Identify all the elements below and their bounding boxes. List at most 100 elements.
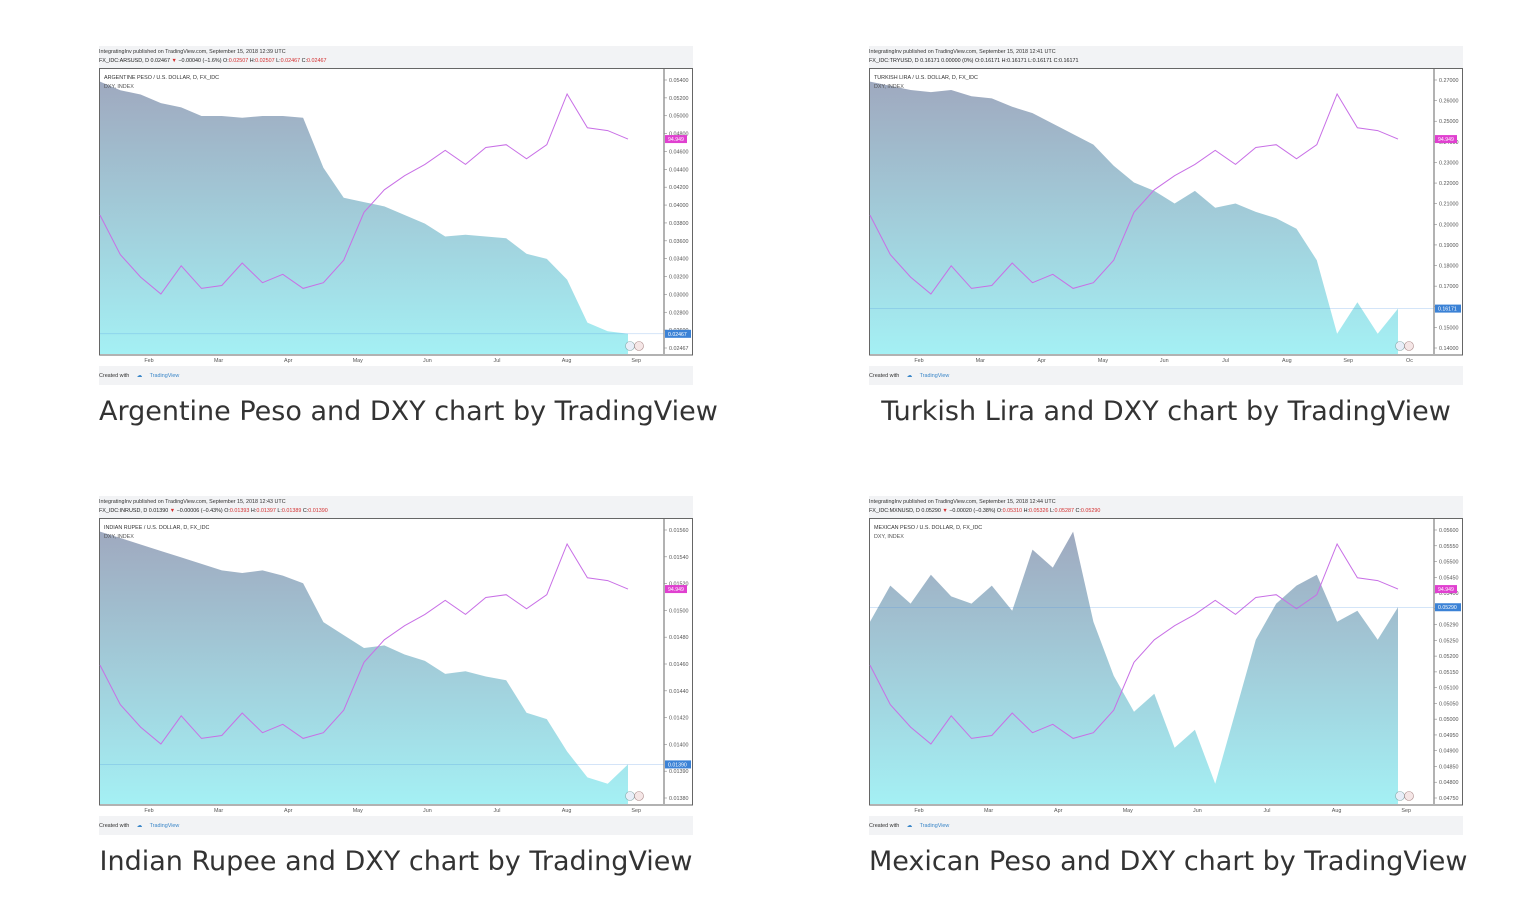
x-tick-label: Sep	[631, 808, 641, 814]
dxy-price-badge	[1435, 135, 1457, 144]
last-price-badge	[665, 329, 691, 338]
x-tick-label: Apr	[1037, 358, 1046, 364]
us-flag-event-icon	[1395, 791, 1405, 801]
last-price-badge	[1435, 603, 1461, 612]
ohlc-l-value: 0.16171	[1032, 58, 1053, 64]
created-with-label: Created with	[869, 823, 900, 829]
y-tick-label: 0.04950	[1439, 733, 1459, 739]
y-tick-label: 0.04900	[1439, 749, 1459, 755]
ohlc-o-value: 0.01393	[229, 508, 250, 514]
x-tick-label: Jun	[423, 358, 432, 364]
us-flag-event-icon	[1404, 341, 1414, 351]
x-tick-label: Mar	[214, 808, 223, 814]
ohlc-h-value: 0.16171	[1007, 58, 1027, 64]
tradingview-cloud-icon: ☁	[906, 373, 913, 379]
ohlc-l-label: L:	[1028, 58, 1033, 64]
us-flag-event-icon	[634, 341, 644, 351]
y-tick-label: 0.02800	[669, 310, 689, 316]
chart-area[interactable]: 0.056000.055500.055000.054500.054000.053…	[869, 518, 1463, 816]
y-tick-label: 0.01440	[669, 689, 689, 695]
y-tick-label: 0.22000	[1439, 181, 1459, 187]
y-tick-label: 0.01460	[669, 662, 689, 668]
y-tick-label: 0.04800	[669, 132, 689, 138]
chart-card: IntegratingInv published on TradingView.…	[99, 46, 693, 385]
x-tick-label: May	[353, 358, 363, 364]
created-with-label: Created with	[869, 373, 900, 379]
tradingview-link[interactable]: TradingView	[149, 823, 180, 829]
x-tick-label: Apr	[1054, 808, 1063, 814]
y-tick-label: 0.05050	[1439, 701, 1459, 707]
y-tick-label: 0.01520	[669, 582, 689, 588]
chart-svg[interactable]: 0.270000.260000.250000.240000.230000.220…	[869, 68, 1463, 366]
tradingview-link[interactable]: TradingView	[149, 373, 180, 379]
ohlc-h-label: H:	[249, 58, 256, 64]
y-tick-label: 0.04000	[669, 203, 689, 209]
tradingview-link[interactable]: TradingView	[919, 823, 950, 829]
chart-area[interactable]: 0.270000.260000.250000.240000.230000.220…	[869, 68, 1463, 366]
ohlc-h-label: H:	[250, 508, 257, 514]
created-with-label: Created with	[99, 373, 130, 379]
y-tick-label: 0.04800	[1439, 780, 1459, 786]
y-tick-label: 0.25000	[1439, 119, 1459, 125]
ohlc-h-value: 0.05326	[1029, 508, 1049, 514]
y-tick-label: 0.05450	[1439, 575, 1459, 581]
last-price-badge	[665, 760, 691, 769]
y-tick-label: 0.01380	[669, 796, 689, 802]
ohlc-o-value: 0.02507	[228, 58, 249, 64]
created-with: Created with ☁ TradingView	[869, 823, 949, 829]
y-tick-label: 0.04600	[669, 149, 689, 155]
y-tick-label: 0.05250	[1439, 638, 1459, 644]
y-tick-label: 0.17000	[1439, 284, 1459, 290]
symbol-text: FX_IDC:ARSUSD, D 0.02467	[99, 58, 171, 64]
y-tick-label: 0.03000	[669, 292, 689, 298]
y-tick-label: 0.05200	[1439, 654, 1459, 660]
y-tick-label: 0.15000	[1439, 325, 1459, 331]
ohlc-o-value: 0.16171	[980, 58, 1001, 64]
x-tick-label: Aug	[562, 358, 572, 364]
y-tick-label: 0.18000	[1439, 264, 1459, 270]
dxy-price-label: 94.949	[668, 137, 684, 143]
tradingview-cloud-icon: ☁	[136, 823, 143, 829]
series-line-dxy	[99, 542, 629, 745]
chart-area[interactable]: 0.01560 0.01540 0.01520 0.01500 0.01480 0.014…	[99, 518, 693, 816]
last-price-badge	[1435, 304, 1461, 313]
chart-card: IntegratingInv published on TradingView.…	[99, 496, 693, 835]
symbol-line: FX_IDC:ARSUSD, D 0.02467 ▼ −0.00040 (−1.…	[99, 58, 327, 64]
last-price-label: 0.16171	[1438, 307, 1457, 313]
created-with: Created with ☁ TradingView	[99, 373, 179, 379]
us-flag-event-icon	[634, 791, 644, 801]
created-with: Created with ☁ TradingView	[869, 373, 949, 379]
y-tick-label: 0.27000	[1439, 78, 1459, 84]
chart-area[interactable]: 0.05400 0.05200 0.05000 0.04800 0.04600 0.044…	[99, 68, 693, 366]
x-tick-label: Jul	[1264, 808, 1271, 814]
ohlc-h-value: 0.02507	[255, 58, 275, 64]
symbol-text: FX_IDC:TRYUSD, D 0.16171 0.00000 (0%)	[869, 58, 974, 64]
ohlc-o-label: O:	[996, 508, 1003, 514]
tradingview-cloud-icon: ☁	[906, 823, 913, 829]
series-line-dxy	[99, 92, 629, 295]
tradingview-cloud-icon: ☁	[136, 373, 143, 379]
tradingview-link[interactable]: TradingView	[919, 373, 950, 379]
ohlc-c-label: C:	[301, 58, 308, 64]
chart-svg[interactable]: 0.01560 0.01540 0.01520 0.01500 0.01480 0.014…	[99, 518, 693, 816]
created-with-label: Created with	[99, 823, 130, 829]
y-tick-label: 0.05550	[1439, 544, 1459, 550]
chart-card: IntegratingInv published on TradingView.…	[869, 496, 1463, 835]
y-tick-label: 0.03200	[669, 275, 689, 281]
series-area-currency	[100, 531, 628, 804]
chart-svg[interactable]: 0.05400 0.05200 0.05000 0.04800 0.04600 0.044…	[99, 68, 693, 366]
y-tick-label: 0.01390	[669, 769, 689, 775]
series-area-currency	[870, 531, 1398, 804]
x-tick-label: Feb	[144, 808, 153, 814]
chart-svg[interactable]: 0.056000.055500.055000.054500.054000.053…	[869, 518, 1463, 816]
change-text: −0.00040 (−1.6%)	[178, 58, 222, 64]
publish-line: IntegratingInv published on TradingView.…	[869, 499, 1056, 505]
ohlc-l-value: 0.01389	[281, 508, 302, 514]
y-tick-label: 0.01560	[669, 528, 689, 534]
x-tick-label: Sep	[631, 358, 641, 364]
ohlc-c-value: 0.01390	[308, 508, 328, 514]
x-tick-label: Feb	[144, 358, 153, 364]
publish-line: IntegratingInv published on TradingView.…	[99, 49, 286, 55]
y-tick-label: 0.21000	[1439, 202, 1459, 208]
ohlc-l-label: L:	[277, 508, 282, 514]
